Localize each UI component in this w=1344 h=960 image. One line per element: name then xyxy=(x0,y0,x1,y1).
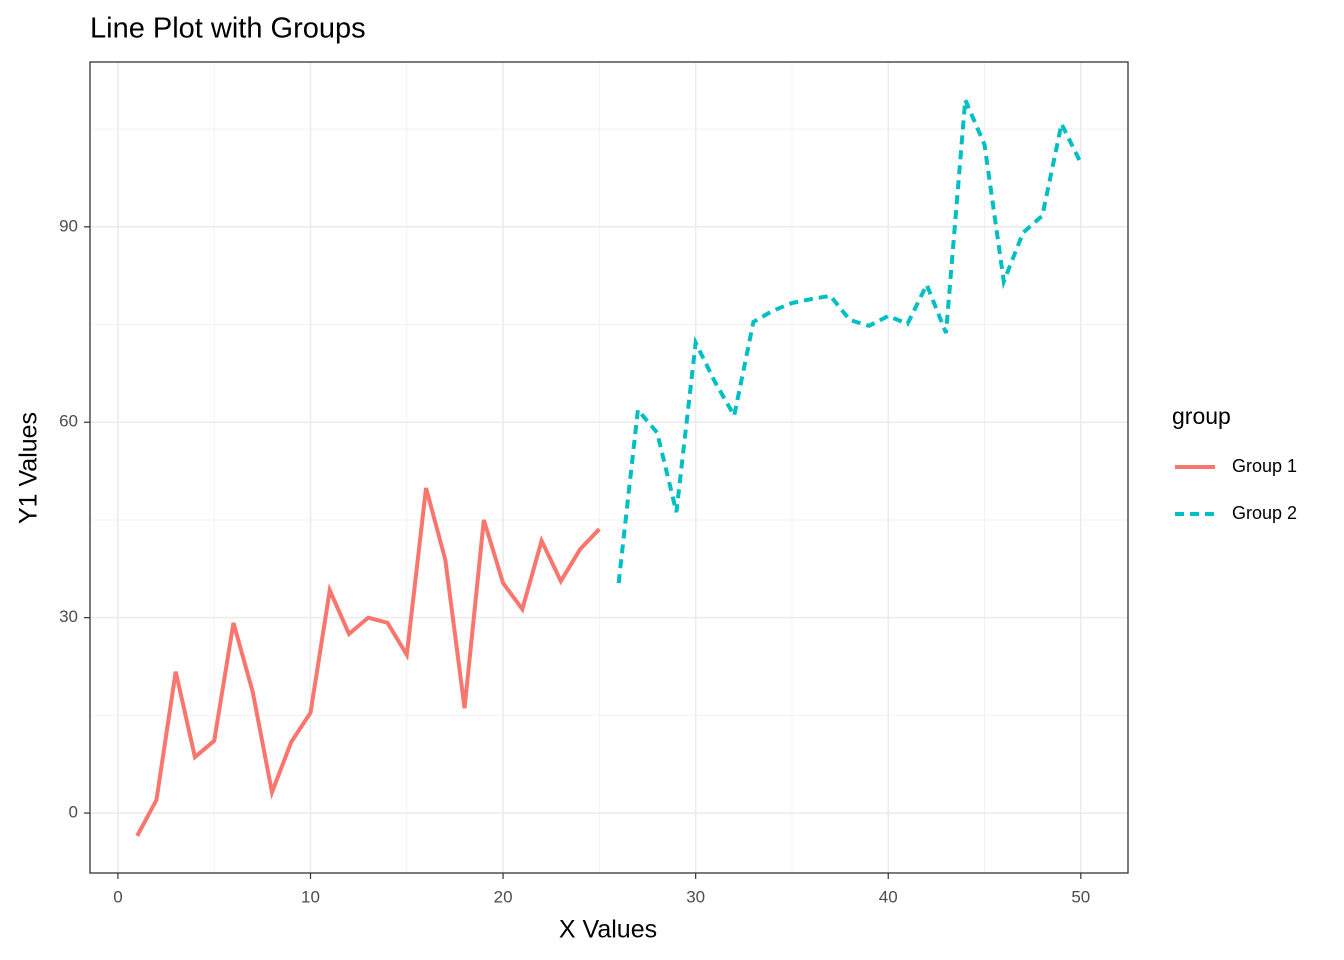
legend-label: Group 2 xyxy=(1232,503,1297,523)
y-tick-label: 90 xyxy=(59,216,78,235)
y-tick-label: 30 xyxy=(59,607,78,626)
y-tick-label: 60 xyxy=(59,412,78,431)
x-tick-label: 10 xyxy=(301,887,320,906)
legend-title: group xyxy=(1172,403,1231,429)
y-tick-label: 0 xyxy=(69,803,78,822)
x-tick-label: 0 xyxy=(113,887,122,906)
x-axis-label: X Values xyxy=(559,916,657,944)
data-line xyxy=(135,487,601,837)
legend-label: Group 1 xyxy=(1232,456,1297,476)
x-tick-label: 20 xyxy=(494,887,513,906)
data-line xyxy=(616,98,1083,584)
x-tick-label: 30 xyxy=(686,887,705,906)
plot-border xyxy=(89,61,1129,874)
x-tick-label: 50 xyxy=(1071,887,1090,906)
x-tick-label: 40 xyxy=(879,887,898,906)
chart-title: Line Plot with Groups xyxy=(90,13,366,45)
y-axis-label: Y1 Values xyxy=(15,412,43,524)
